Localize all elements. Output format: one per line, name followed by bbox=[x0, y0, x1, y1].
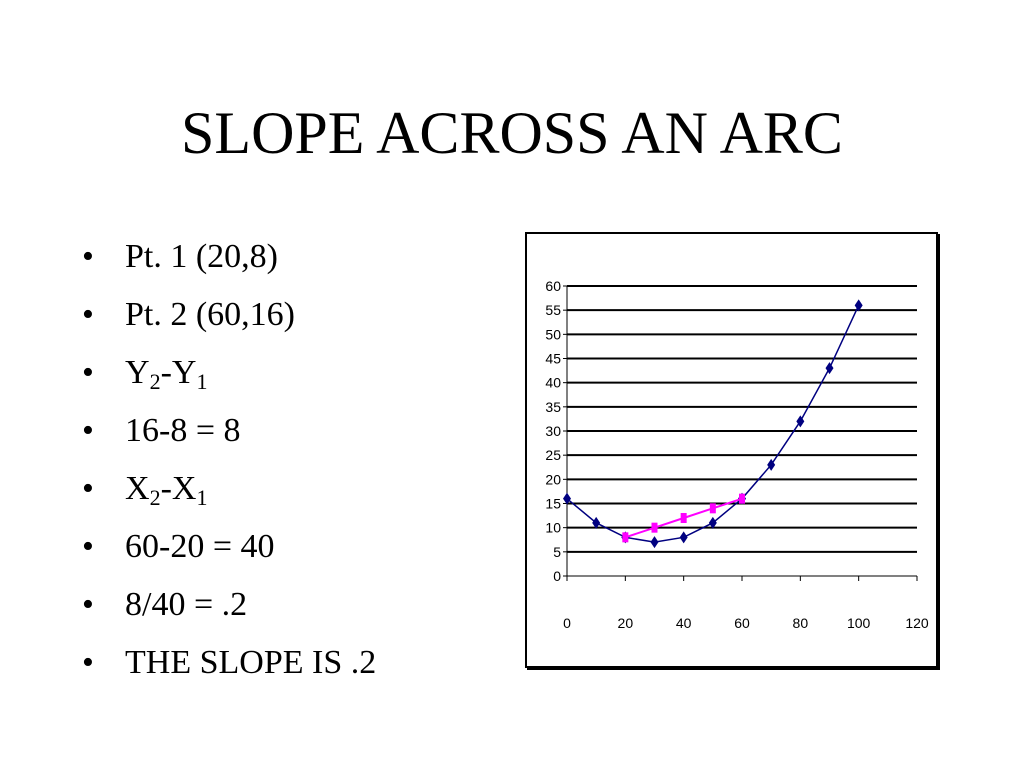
bullet-item: • Pt. 2 (60,16) bbox=[82, 286, 376, 344]
bullet-dot: • bbox=[82, 354, 94, 391]
y-tick-label: 20 bbox=[545, 471, 561, 487]
bullet-dot: • bbox=[82, 238, 94, 275]
bullet-dot: • bbox=[82, 528, 94, 565]
x-tick-label: 40 bbox=[676, 615, 692, 631]
data-point bbox=[767, 458, 776, 471]
data-point bbox=[622, 532, 629, 543]
data-point bbox=[650, 536, 659, 549]
slide-title: SLOPE ACROSS AN ARC bbox=[181, 100, 843, 166]
y-tick-label: 40 bbox=[545, 375, 561, 391]
x-tick-label: 100 bbox=[847, 615, 871, 631]
bullet-text: THE SLOPE IS .2 bbox=[125, 644, 377, 681]
bullet-item: • X2-X1 bbox=[82, 460, 376, 518]
data-point bbox=[854, 299, 863, 312]
data-point bbox=[709, 503, 716, 514]
y-tick-label: 35 bbox=[545, 399, 561, 415]
x-tick-label: 60 bbox=[734, 615, 750, 631]
bullet-item: • THE SLOPE IS .2 bbox=[82, 634, 376, 692]
line-chart: 0 5 10 15 20 25 30 35 40 45 50 55 60 0 20 40 60 80 100 120 bbox=[545, 278, 929, 631]
data-point bbox=[825, 362, 834, 375]
y-tick-label: 25 bbox=[545, 447, 561, 463]
bullet-text: 60-20 = 40 bbox=[125, 528, 275, 565]
bullet-dot: • bbox=[82, 644, 94, 681]
bullet-text: Y2-Y1 bbox=[125, 354, 208, 394]
bullet-item: • 60-20 = 40 bbox=[82, 518, 376, 576]
x-tick-label: 80 bbox=[793, 615, 809, 631]
bullet-item: • 8/40 = .2 bbox=[82, 576, 376, 634]
data-point bbox=[796, 415, 805, 428]
data-point bbox=[679, 531, 688, 544]
data-point bbox=[680, 513, 687, 523]
data-point bbox=[592, 516, 601, 529]
bullet-text: 8/40 = .2 bbox=[125, 586, 248, 623]
y-tick-label: 30 bbox=[545, 423, 561, 439]
bullet-dot: • bbox=[82, 296, 94, 333]
bullet-text: Pt. 2 (60,16) bbox=[125, 296, 295, 333]
data-point bbox=[739, 493, 745, 504]
y-tick-label: 55 bbox=[545, 302, 561, 318]
chart-frame: 0 5 10 15 20 25 30 35 40 45 50 55 60 0 20 40 60 80 100 120 bbox=[525, 232, 938, 668]
bullet-text: Pt. 1 (20,8) bbox=[125, 238, 278, 275]
bullet-dot: • bbox=[82, 412, 94, 449]
bullet-dot: • bbox=[82, 586, 94, 623]
y-tick-label: 15 bbox=[545, 496, 561, 512]
bullet-item: • Y2-Y1 bbox=[82, 344, 376, 402]
y-tick-label: 50 bbox=[545, 326, 561, 342]
data-point bbox=[651, 522, 658, 533]
y-tick-label: 45 bbox=[545, 351, 561, 367]
bullet-text: X2-X1 bbox=[125, 470, 208, 510]
bullet-item: • 16-8 = 8 bbox=[82, 402, 376, 460]
y-tick-label: 10 bbox=[545, 520, 561, 536]
x-tick-label: 120 bbox=[905, 615, 929, 631]
bullet-dot: • bbox=[82, 470, 94, 507]
x-tick-label: 0 bbox=[563, 615, 571, 631]
y-tick-label: 5 bbox=[553, 544, 561, 560]
bullet-text: 16-8 = 8 bbox=[125, 412, 241, 449]
data-point bbox=[563, 492, 571, 505]
data-point bbox=[708, 516, 717, 529]
y-tick-label: 60 bbox=[545, 278, 561, 294]
bullet-item: • Pt. 1 (20,8) bbox=[82, 228, 376, 286]
y-tick-label: 0 bbox=[553, 568, 561, 584]
bullet-list: • Pt. 1 (20,8) • Pt. 2 (60,16) • Y2-Y1 • 16-… bbox=[82, 228, 376, 692]
x-tick-label: 20 bbox=[618, 615, 634, 631]
